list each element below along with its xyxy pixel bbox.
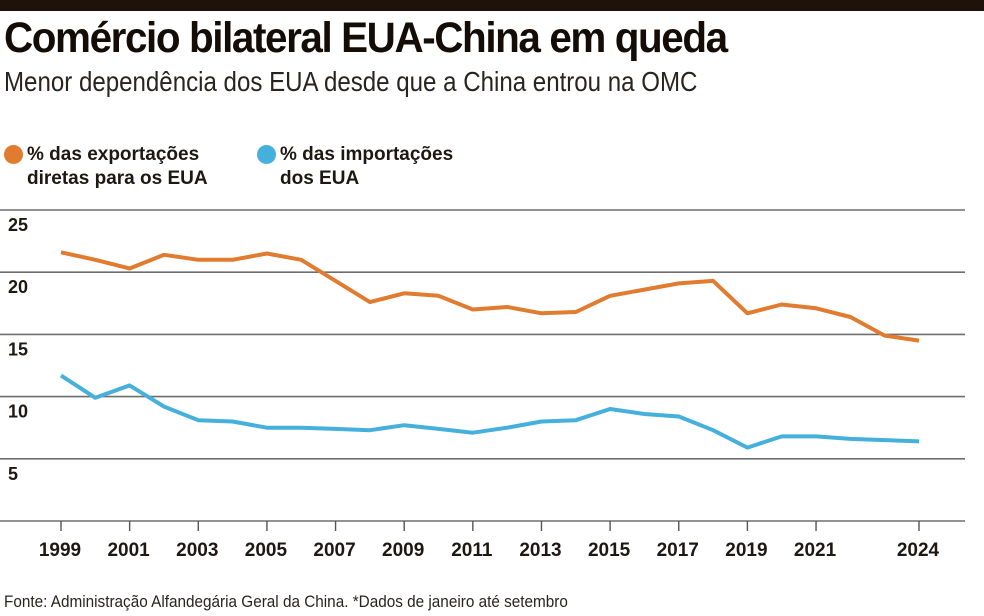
- x-tick-label-2021: 2021: [794, 540, 837, 561]
- legend-dot-exports-icon: [4, 145, 23, 164]
- x-tick-label-2019: 2019: [725, 540, 767, 561]
- x-tick-label-2005: 2005: [245, 540, 288, 561]
- series-line-imports: [59, 373, 920, 450]
- top-bar: [0, 0, 984, 11]
- y-tick-label-20: 20: [8, 277, 28, 297]
- x-tick-label-2007: 2007: [313, 540, 355, 561]
- legend-label-imports-line1: % das importações: [280, 144, 454, 165]
- x-tick-label-2011: 2011: [451, 540, 493, 561]
- legend-item-imports: % das importações dos EUA: [257, 143, 453, 191]
- x-tick-label-2024: 2024: [897, 540, 940, 561]
- x-tick-label-2017: 2017: [657, 540, 699, 561]
- x-tick-label-2003: 2003: [176, 540, 218, 561]
- x-tick-label-2013: 2013: [519, 540, 561, 561]
- chart-subtitle: Menor dependência dos EUA desde que a Ch…: [4, 66, 698, 97]
- source-note: Fonte: Administração Alfandegária Geral …: [4, 592, 568, 611]
- y-tick-label-5: 5: [8, 464, 18, 484]
- x-tick-label-2001: 2001: [107, 540, 150, 561]
- y-tick-label-15: 15: [8, 339, 28, 359]
- x-tick-label-2015: 2015: [588, 540, 631, 561]
- series-line-exports: [60, 250, 920, 343]
- legend-label-imports-line2: dos EUA: [280, 168, 360, 189]
- legend-label-exports-line2: diretas para os EUA: [27, 168, 208, 189]
- legend-item-exports: % das exportações diretas para os EUA: [4, 143, 208, 191]
- x-tick-label-1999: 1999: [39, 540, 81, 561]
- legend-dot-imports-icon: [257, 145, 276, 164]
- y-tick-label-10: 10: [8, 402, 28, 422]
- y-tick-label-25: 25: [8, 215, 28, 235]
- chart-title: Comércio bilateral EUA-China em queda: [4, 14, 728, 62]
- x-tick-label-2009: 2009: [382, 540, 424, 561]
- legend-label-exports-line1: % das exportações: [27, 144, 200, 165]
